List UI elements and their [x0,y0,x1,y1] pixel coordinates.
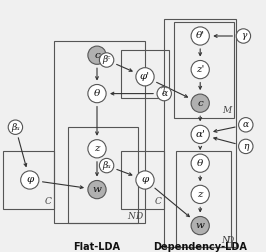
Text: φ': φ' [140,72,150,81]
Circle shape [157,86,171,101]
Text: γ: γ [241,32,246,41]
Circle shape [239,139,253,154]
Text: N: N [127,212,135,221]
Circle shape [191,216,209,235]
Text: θ: θ [94,89,100,98]
Bar [164,19,236,247]
Text: α': α' [195,130,205,139]
Circle shape [21,171,39,189]
Text: z: z [94,144,100,153]
Circle shape [191,125,209,144]
Circle shape [236,29,251,43]
Text: z': z' [196,65,204,74]
Circle shape [239,118,253,132]
Circle shape [191,27,209,45]
Circle shape [88,84,106,103]
Circle shape [88,140,106,158]
Text: φ: φ [141,175,149,184]
Circle shape [191,94,209,112]
Bar [54,41,145,223]
Circle shape [191,154,209,172]
Text: θ': θ' [196,32,205,41]
Text: c: c [197,99,203,108]
Circle shape [136,68,154,86]
Circle shape [191,60,209,79]
Text: Dependency-LDA: Dependency-LDA [153,242,247,252]
Text: βᵤ: βᵤ [11,123,20,132]
Text: T: T [161,87,167,96]
Bar [174,22,234,118]
Text: θ: θ [197,159,203,168]
Circle shape [99,159,114,173]
Bar [121,151,164,209]
Text: βᵤ: βᵤ [102,161,111,170]
Text: N: N [221,236,229,245]
Text: α: α [161,89,167,98]
Circle shape [99,53,114,67]
Circle shape [136,171,154,189]
Text: w: w [196,221,205,230]
Text: D: D [135,212,143,221]
Text: M: M [222,106,231,115]
Text: C: C [44,197,51,206]
Text: c: c [94,51,100,60]
Circle shape [191,185,209,204]
Text: α: α [243,120,249,129]
Text: z: z [197,190,203,199]
Bar [68,127,138,223]
Circle shape [8,120,23,134]
Text: η: η [243,142,248,151]
Text: C: C [155,197,162,206]
Circle shape [88,180,106,199]
Circle shape [88,46,106,64]
Bar [3,151,54,209]
Text: Flat-LDA: Flat-LDA [73,242,120,252]
Bar [176,151,231,247]
Bar [121,50,169,98]
Text: D: D [227,236,234,245]
Text: φ: φ [26,175,34,184]
Text: βᶜ: βᶜ [102,55,111,65]
Text: w: w [93,185,101,194]
